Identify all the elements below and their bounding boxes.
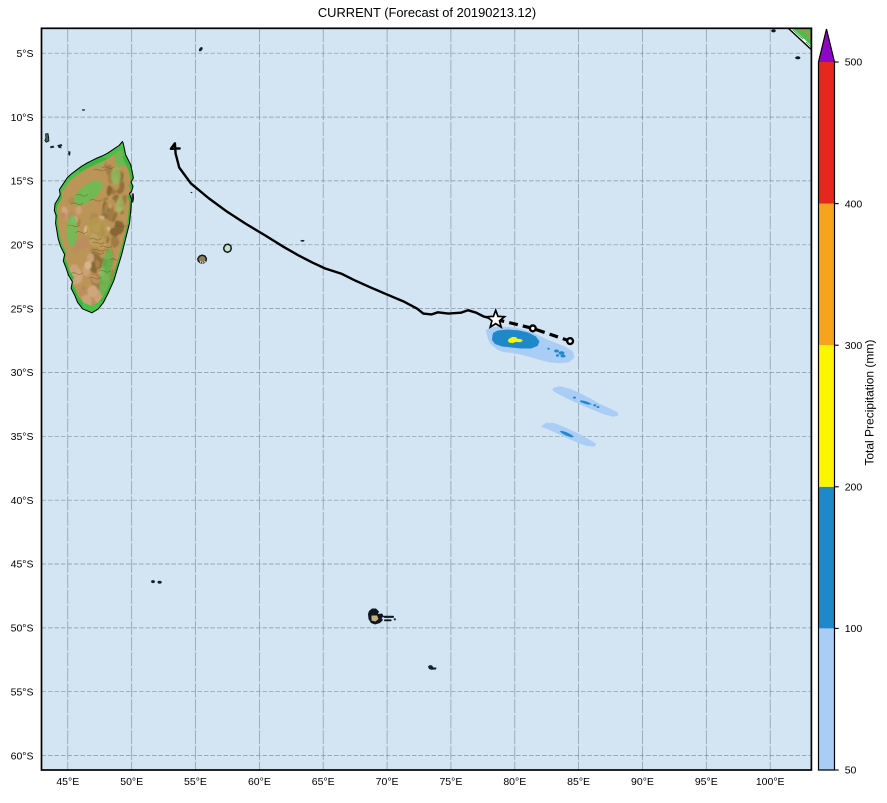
svg-text:85°E: 85°E	[567, 776, 590, 788]
svg-text:70°E: 70°E	[376, 776, 399, 788]
svg-text:100: 100	[845, 623, 863, 635]
svg-text:50: 50	[845, 765, 857, 777]
svg-text:45°E: 45°E	[56, 776, 79, 788]
svg-text:40°S: 40°S	[11, 495, 34, 507]
svg-text:60°S: 60°S	[11, 750, 34, 762]
svg-text:CURRENT (Forecast of 20190213.: CURRENT (Forecast of 20190213.12)	[318, 5, 536, 20]
svg-text:45°S: 45°S	[11, 559, 34, 571]
svg-text:55°S: 55°S	[11, 686, 34, 698]
svg-text:60°E: 60°E	[248, 776, 271, 788]
svg-text:55°E: 55°E	[184, 776, 207, 788]
svg-text:30°S: 30°S	[11, 367, 34, 379]
svg-text:20°S: 20°S	[11, 240, 34, 252]
svg-text:300: 300	[845, 340, 863, 352]
svg-text:35°S: 35°S	[11, 431, 34, 443]
svg-text:5°S: 5°S	[16, 48, 33, 60]
svg-text:Total Precipitation (mm): Total Precipitation (mm)	[863, 340, 877, 466]
svg-text:50°E: 50°E	[120, 776, 143, 788]
svg-text:75°E: 75°E	[439, 776, 462, 788]
svg-text:100°E: 100°E	[756, 776, 785, 788]
svg-text:80°E: 80°E	[503, 776, 526, 788]
svg-text:200: 200	[845, 482, 863, 494]
svg-text:10°S: 10°S	[11, 112, 34, 124]
svg-text:25°S: 25°S	[11, 303, 34, 315]
svg-text:90°E: 90°E	[631, 776, 654, 788]
svg-text:500: 500	[845, 57, 863, 69]
svg-text:400: 400	[845, 198, 863, 210]
svg-text:95°E: 95°E	[695, 776, 718, 788]
svg-text:15°S: 15°S	[11, 176, 34, 188]
svg-text:50°S: 50°S	[11, 623, 34, 635]
svg-text:65°E: 65°E	[312, 776, 335, 788]
